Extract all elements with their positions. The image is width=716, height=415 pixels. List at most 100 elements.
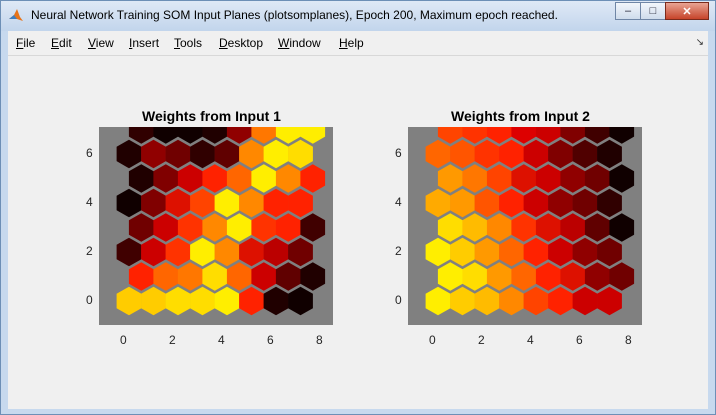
som-neuron-hex xyxy=(523,286,549,316)
menu-edit-label: dit xyxy=(59,36,72,50)
plot-1-ytick: 0 xyxy=(86,293,93,307)
close-button[interactable]: ✕ xyxy=(665,2,709,20)
som-neuron-hex xyxy=(251,164,277,193)
menu-window[interactable]: Window xyxy=(278,36,321,50)
som-neuron-hex xyxy=(486,262,512,291)
som-neuron-hex xyxy=(177,213,203,242)
menu-tools[interactable]: Tools xyxy=(174,36,202,50)
som-neuron-hex xyxy=(202,213,228,242)
menu-help[interactable]: Help xyxy=(339,36,364,50)
plot-2-ytick: 4 xyxy=(395,195,402,209)
minimize-button[interactable]: – xyxy=(615,2,641,20)
som-neuron-hex xyxy=(202,164,228,193)
som-neuron-hex xyxy=(535,127,561,144)
som-neuron-hex xyxy=(288,188,313,218)
som-neuron-hex xyxy=(165,237,191,267)
som-neuron-hex xyxy=(437,213,463,242)
som-neuron-hex xyxy=(523,188,549,218)
som-neuron-hex xyxy=(239,188,264,218)
som-neuron-hex xyxy=(141,188,166,218)
menu-bar: File Edit View Insert Tools Desktop Wind… xyxy=(8,31,708,56)
som-neuron-hex xyxy=(499,237,524,267)
som-neuron-hex xyxy=(153,127,179,144)
dock-arrow-icon[interactable]: ↘ xyxy=(695,37,704,48)
som-neuron-hex xyxy=(251,127,277,144)
menu-tools-label: ools xyxy=(180,36,203,50)
som-neuron-hex xyxy=(560,127,586,144)
som-neuron-hex xyxy=(474,237,500,267)
menu-desktop[interactable]: Desktop xyxy=(219,36,263,50)
som-neuron-hex xyxy=(548,188,573,218)
som-neuron-hex xyxy=(116,237,142,267)
menu-view[interactable]: View xyxy=(88,36,114,50)
som-neuron-hex xyxy=(560,213,586,242)
plot-1-hex-grid xyxy=(116,127,326,316)
menu-edit[interactable]: Edit xyxy=(51,36,72,50)
menu-insert[interactable]: Insert xyxy=(129,36,159,50)
plot-2-axes[interactable] xyxy=(408,127,642,325)
plot-1-title: Weights from Input 1 xyxy=(142,108,281,124)
menu-desktop-label: esktop xyxy=(227,36,264,50)
som-neuron-hex xyxy=(128,213,154,242)
plot-1-xtick: 2 xyxy=(169,333,176,347)
som-neuron-hex xyxy=(300,127,326,144)
menu-edit-mnemonic: E xyxy=(51,36,60,50)
som-neuron-hex xyxy=(177,262,203,291)
som-neuron-hex xyxy=(288,139,313,169)
som-neuron-hex xyxy=(572,139,598,169)
menu-view-label: iew xyxy=(95,36,114,50)
som-neuron-hex xyxy=(116,188,142,218)
som-neuron-hex xyxy=(437,127,463,144)
som-neuron-hex xyxy=(584,262,610,291)
figure-canvas: Weights from Input 1 0 2 4 6 8 6 4 2 0 W… xyxy=(8,56,708,409)
som-neuron-hex xyxy=(275,127,301,144)
som-neuron-hex xyxy=(141,286,166,316)
plot-1-xtick: 4 xyxy=(218,333,225,347)
som-neuron-hex xyxy=(462,213,488,242)
som-neuron-hex xyxy=(523,237,549,267)
plot-1-xtick: 8 xyxy=(316,333,323,347)
title-bar[interactable]: Neural Network Training SOM Input Planes… xyxy=(1,1,715,31)
menu-window-mnemonic: W xyxy=(278,36,290,50)
som-neuron-hex xyxy=(548,237,573,267)
som-neuron-hex xyxy=(214,286,240,316)
som-neuron-hex xyxy=(572,188,598,218)
som-neuron-hex xyxy=(572,237,598,267)
som-neuron-hex xyxy=(450,286,475,316)
som-neuron-hex xyxy=(474,139,500,169)
menu-insert-label: nsert xyxy=(132,36,160,50)
som-neuron-hex xyxy=(511,213,537,242)
menu-file[interactable]: File xyxy=(16,36,35,50)
plot-2-xtick: 2 xyxy=(478,333,485,347)
som-neuron-hex xyxy=(300,164,326,193)
som-neuron-hex xyxy=(486,213,512,242)
som-neuron-hex xyxy=(560,164,586,193)
menu-file-mnemonic: F xyxy=(16,36,24,50)
som-neuron-hex xyxy=(190,139,215,169)
som-neuron-hex xyxy=(190,286,215,316)
som-neuron-hex xyxy=(226,213,252,242)
som-neuron-hex xyxy=(251,262,277,291)
maximize-button[interactable]: □ xyxy=(640,2,666,20)
som-neuron-hex xyxy=(190,188,215,218)
som-neuron-hex xyxy=(177,164,203,193)
som-neuron-hex xyxy=(214,139,240,169)
som-neuron-hex xyxy=(597,286,622,316)
som-neuron-hex xyxy=(597,188,622,218)
som-neuron-hex xyxy=(214,237,240,267)
plot-1-axes[interactable] xyxy=(99,127,333,325)
som-neuron-hex xyxy=(263,286,289,316)
menu-help-label: elp xyxy=(347,36,364,50)
som-neuron-hex xyxy=(474,188,500,218)
plot-2-hex-grid xyxy=(425,127,635,316)
som-neuron-hex xyxy=(572,286,598,316)
som-neuron-hex xyxy=(474,286,500,316)
som-neuron-hex xyxy=(275,164,301,193)
som-neuron-hex xyxy=(425,286,451,316)
plot-1-ytick: 6 xyxy=(86,146,93,160)
som-neuron-hex xyxy=(288,237,313,267)
plot-1-ytick: 2 xyxy=(86,244,93,258)
som-neuron-hex xyxy=(597,237,622,267)
som-neuron-hex xyxy=(165,188,191,218)
